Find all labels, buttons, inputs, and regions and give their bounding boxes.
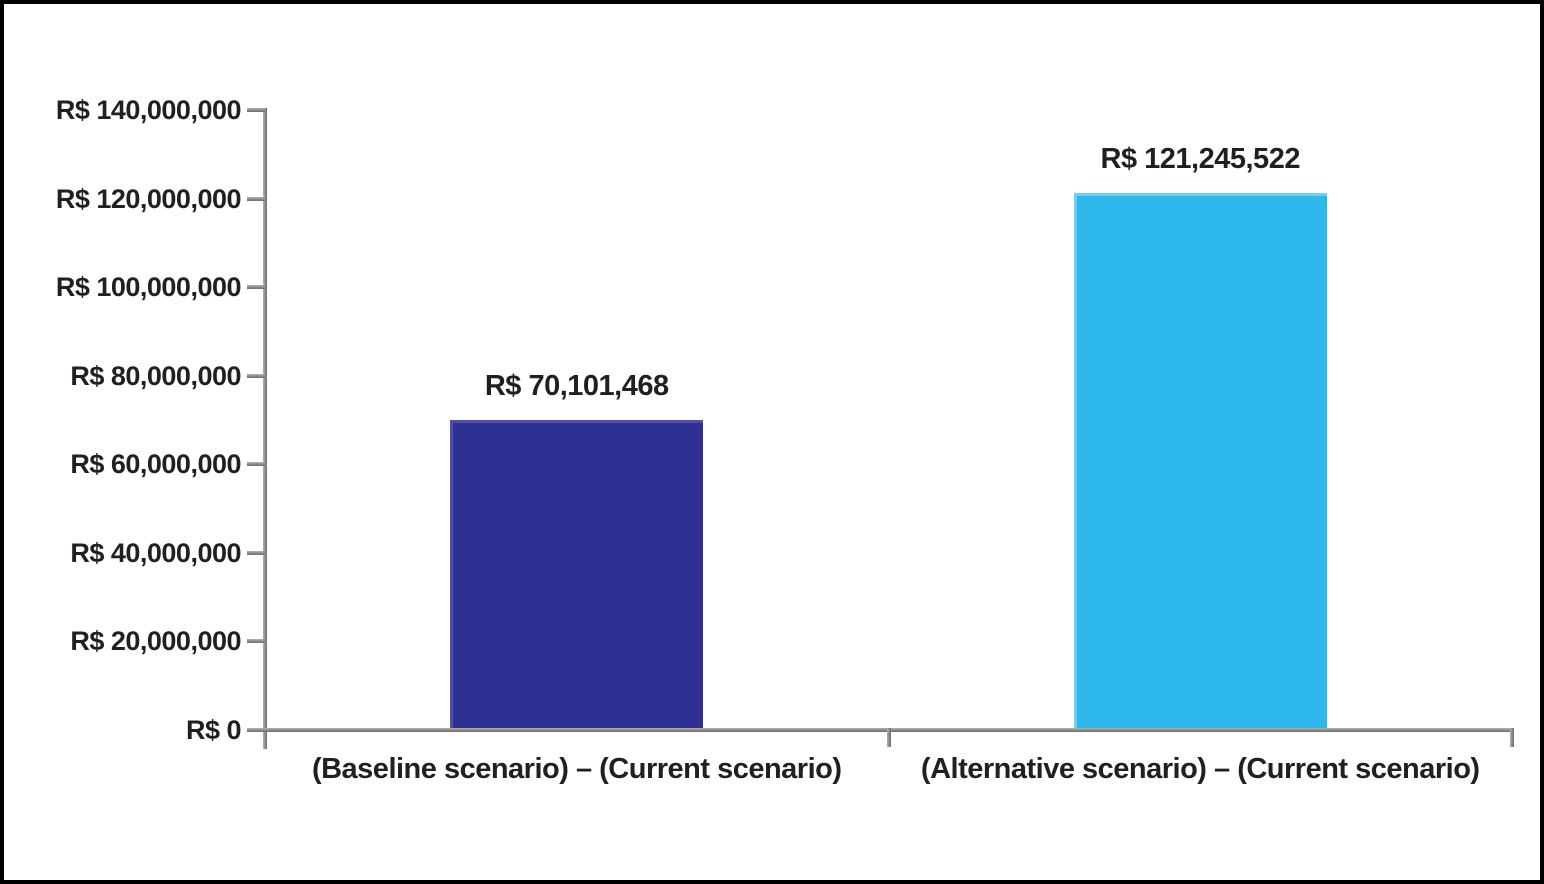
y-axis-tick — [247, 196, 265, 201]
y-tick-label: R$ 140,000,000 — [55, 95, 242, 125]
x-axis-line — [247, 728, 1514, 732]
y-tick-label: R$ 0 — [185, 715, 242, 745]
labels-layer: R$ 0 R$ 20,000,000 R$ 40,000,000 R$ 60,000,… — [4, 4, 1540, 880]
x-axis-tick — [886, 728, 891, 747]
bar — [450, 419, 704, 728]
y-tick-label: R$ 100,000,000 — [55, 272, 242, 303]
x-axis-tick — [1510, 728, 1514, 747]
y-axis-tick — [247, 550, 265, 555]
bars-layer — [4, 4, 1540, 880]
bar-value-label: R$ 70,101,468 — [484, 369, 669, 402]
y-tick-label: R$ 120,000,000 — [55, 183, 242, 214]
y-axis-tick — [247, 639, 265, 644]
axes-layer — [4, 4, 1540, 880]
bar — [1073, 193, 1327, 728]
y-axis-tick — [247, 285, 265, 290]
category-label: (Baseline scenario) – (Current scenario) — [311, 753, 842, 785]
y-tick-label: R$ 60,000,000 — [70, 449, 241, 480]
y-axis-tick — [247, 462, 265, 467]
y-tick-label: R$ 20,000,000 — [70, 626, 241, 657]
y-tick-label: R$ 40,000,000 — [70, 537, 241, 568]
bar-value-label: R$ 121,245,522 — [1100, 143, 1301, 176]
y-axis-tick — [247, 108, 265, 112]
y-axis-tick — [247, 373, 265, 378]
y-tick-label: R$ 80,000,000 — [70, 360, 241, 391]
plot-area: R$ 0 R$ 20,000,000 R$ 40,000,000 R$ 60,000,… — [4, 4, 1540, 880]
y-axis-line — [263, 108, 267, 749]
category-label: (Alternative scenario) – (Current scenar… — [920, 753, 1480, 785]
